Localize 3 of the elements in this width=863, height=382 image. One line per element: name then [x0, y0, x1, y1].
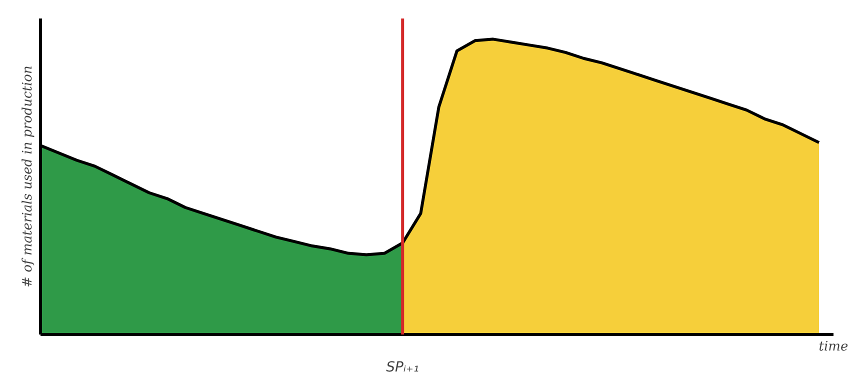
x-axis-title: time [818, 340, 849, 354]
text: SPᵢ₊₁ [386, 360, 420, 376]
y-axis-title: # of materials used in production [20, 66, 36, 288]
